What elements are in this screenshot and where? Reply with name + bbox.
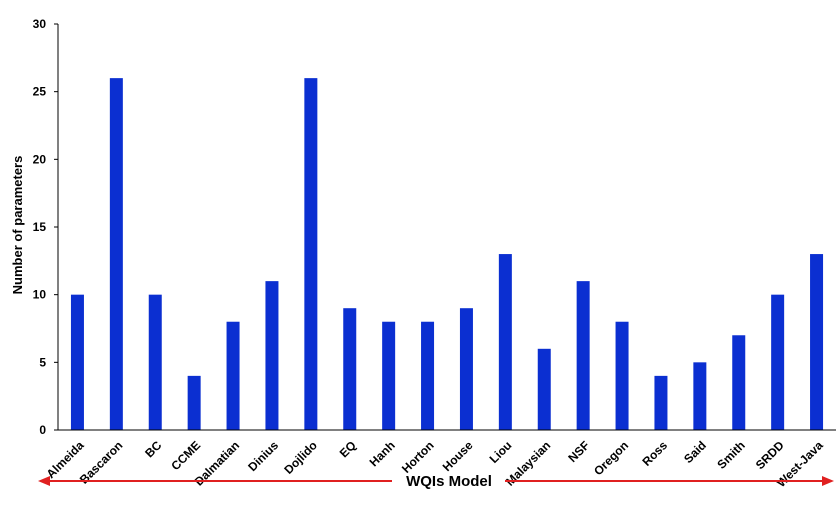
arrow-right-head — [822, 476, 834, 486]
bar-hanh — [382, 321, 396, 430]
x-tick-label: Dojlido — [281, 438, 320, 477]
axes — [57, 24, 836, 431]
bar-almeida — [70, 294, 84, 430]
bar-liou — [498, 254, 512, 430]
bar-house — [459, 308, 473, 430]
y-tick-label: 25 — [33, 85, 47, 99]
y-tick-label: 10 — [33, 288, 47, 302]
y-tick-label: 30 — [33, 17, 47, 31]
bar-dojlido — [304, 78, 318, 430]
x-tick-label: BC — [142, 438, 164, 460]
bar-said — [693, 362, 707, 430]
x-axis-title: WQIs Model — [406, 473, 492, 490]
y-tick-label: 0 — [39, 423, 46, 437]
bar-dinius — [265, 281, 279, 430]
x-tick-label: Said — [681, 438, 709, 466]
y-tick-label: 20 — [33, 152, 47, 166]
x-tick-label: CCME — [168, 438, 203, 473]
bar-horton — [421, 321, 435, 430]
bars — [70, 78, 824, 430]
bar-smith — [732, 335, 746, 430]
bar-eq — [343, 308, 357, 430]
x-tick-label: Oregon — [591, 438, 631, 478]
x-tick-label: SRDD — [753, 438, 787, 472]
bar-nsf — [576, 281, 590, 430]
bar-ross — [654, 375, 668, 430]
bar-dalmatian — [226, 321, 240, 430]
x-tick-label: Hanh — [367, 438, 398, 469]
x-tick-label: Bascaron — [77, 438, 126, 487]
y-axis-title: Number of parameters — [10, 156, 25, 295]
x-tick-label: Horton — [399, 438, 437, 476]
x-tick-label: NSF — [565, 438, 592, 465]
bar-oregon — [615, 321, 629, 430]
bar-west-java — [810, 254, 824, 430]
bar-bc — [148, 294, 162, 430]
y-tick-label: 5 — [39, 355, 46, 369]
bar-bascaron — [109, 78, 123, 430]
x-tick-label: Ross — [639, 438, 670, 469]
x-tick-label: EQ — [337, 438, 359, 460]
x-tick-label: Liou — [487, 438, 515, 466]
bar-malaysian — [537, 348, 551, 430]
bar-ccme — [187, 375, 201, 430]
x-tick-label: House — [440, 438, 476, 474]
bar-srdd — [771, 294, 785, 430]
y-ticks: 0 5 10 15 20 25 30 — [33, 17, 58, 437]
arrow-left-head — [38, 476, 50, 486]
x-tick-label: Smith — [714, 438, 747, 471]
y-tick-label: 15 — [33, 220, 47, 234]
model-arrow: WQIs Model — [38, 473, 834, 490]
x-tick-label: Dinius — [245, 438, 281, 474]
